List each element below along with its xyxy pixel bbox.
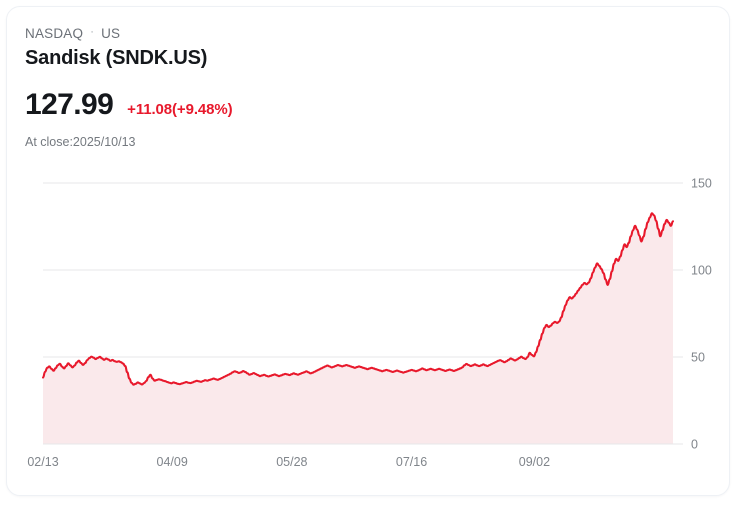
y-axis-tick-label: 100 bbox=[691, 264, 712, 278]
region-label: US bbox=[101, 25, 121, 41]
y-axis-tick-label: 50 bbox=[691, 351, 705, 365]
chart-area-fill bbox=[43, 213, 673, 444]
quote-header: NASDAQ · US Sandisk (SNDK.US) 127.99 +11… bbox=[25, 25, 711, 150]
page-title: Sandisk (SNDK.US) bbox=[25, 47, 208, 69]
x-axis-tick-label: 05/28 bbox=[276, 455, 307, 469]
price-change: +11.08(+9.48%) bbox=[127, 101, 233, 118]
price-chart-svg[interactable]: 0 50 100 150 02/13 04/09 05/28 07/16 09/02 bbox=[7, 167, 730, 477]
x-axis-tick-label: 02/13 bbox=[27, 455, 58, 469]
price-row: 127.99 +11.08(+9.48%) bbox=[25, 88, 711, 121]
y-axis-tick-label: 150 bbox=[691, 177, 712, 191]
x-axis-tick-label: 04/09 bbox=[157, 455, 188, 469]
stock-quote-card: NASDAQ · US Sandisk (SNDK.US) 127.99 +11… bbox=[6, 6, 730, 496]
chart-price-line bbox=[41, 212, 675, 386]
separator-dot: · bbox=[90, 26, 95, 38]
x-axis-tick-label: 09/02 bbox=[519, 455, 550, 469]
exchange-name: NASDAQ bbox=[25, 25, 84, 41]
current-price: 127.99 bbox=[25, 88, 114, 121]
market-status-note: At close:2025/10/13 bbox=[25, 135, 136, 149]
price-chart[interactable]: 0 50 100 150 02/13 04/09 05/28 07/16 09/02 bbox=[7, 167, 730, 477]
y-axis-tick-label: 0 bbox=[691, 438, 698, 452]
x-axis-tick-label: 07/16 bbox=[396, 455, 427, 469]
exchange-row: NASDAQ · US bbox=[25, 25, 711, 42]
